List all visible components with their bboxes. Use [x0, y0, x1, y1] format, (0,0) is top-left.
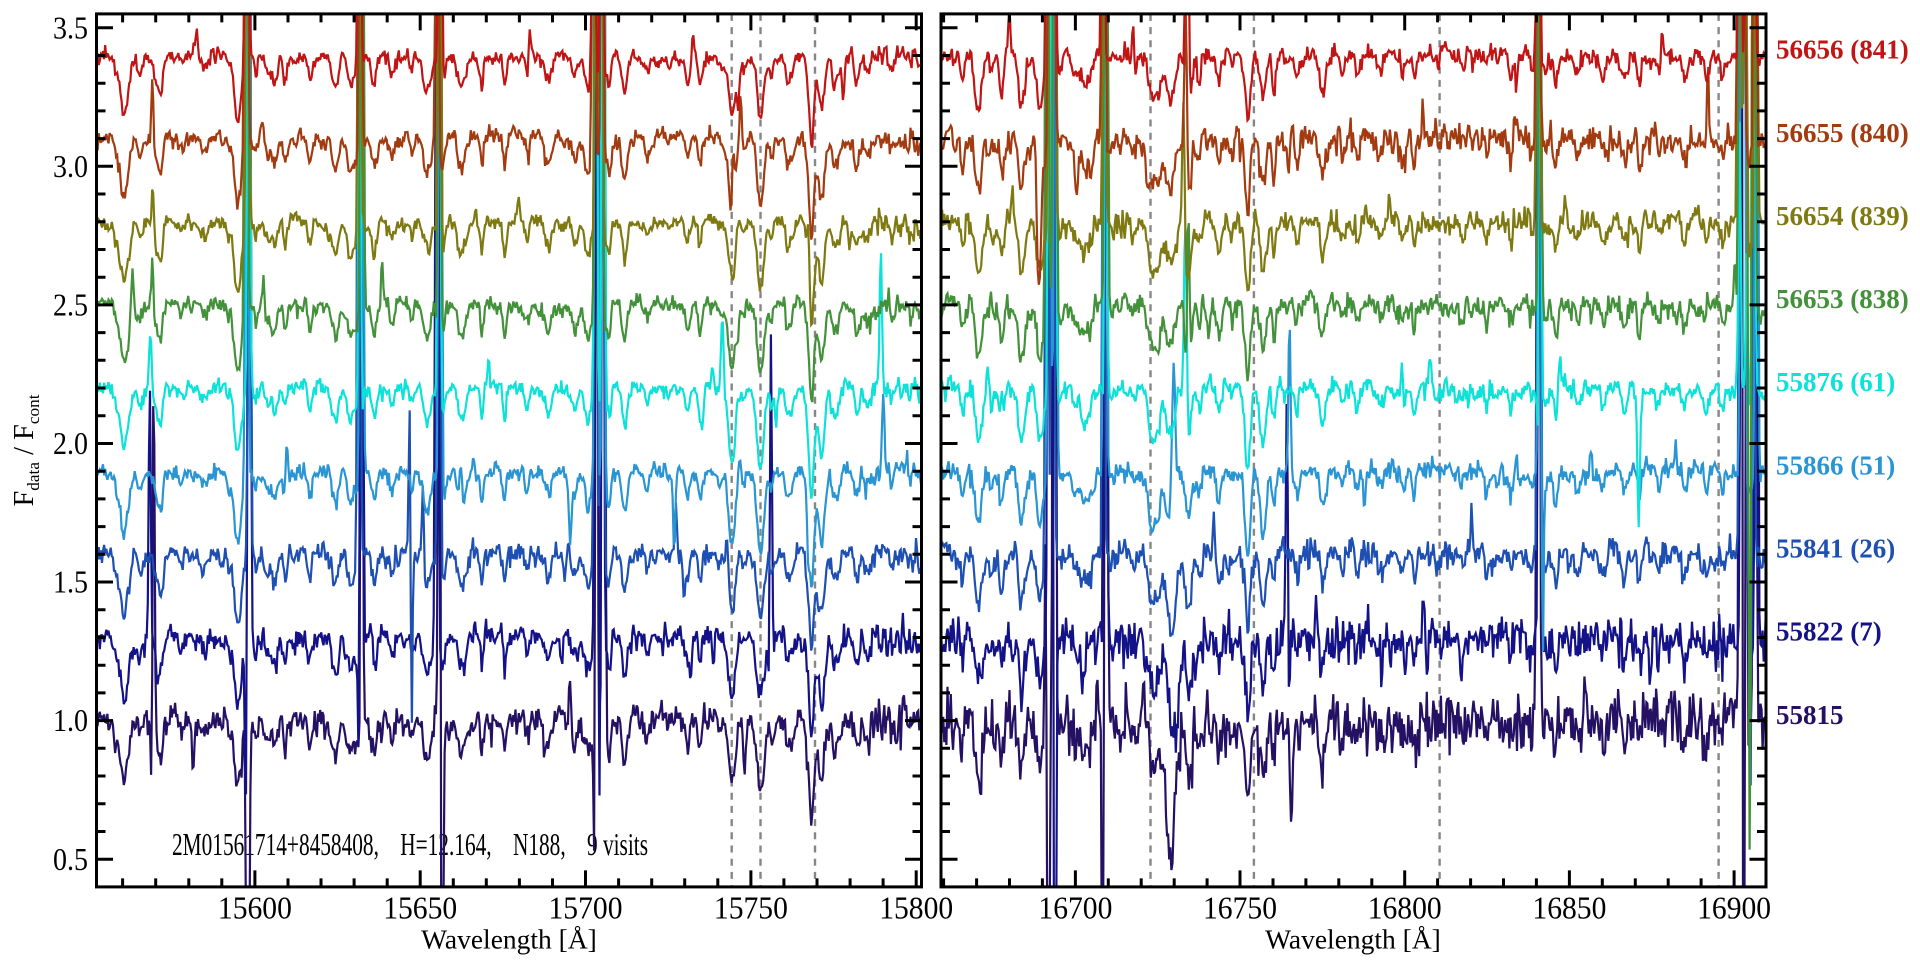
svg-text:56653 (838): 56653 (838): [1776, 284, 1909, 314]
svg-text:16900: 16900: [1697, 890, 1771, 926]
svg-text:15750: 15750: [714, 890, 788, 926]
svg-text:15650: 15650: [383, 890, 457, 926]
svg-text:2.0: 2.0: [53, 425, 88, 461]
svg-text:2.5: 2.5: [53, 287, 88, 323]
svg-text:56654 (839): 56654 (839): [1776, 201, 1909, 231]
svg-text:16750: 16750: [1203, 890, 1277, 926]
svg-text:16850: 16850: [1532, 890, 1606, 926]
svg-text:2M01561714+8458408, H=12.164,: 2M01561714+8458408, H=12.164, N188, 9 vi…: [172, 826, 648, 862]
svg-text:Wavelength [Å]: Wavelength [Å]: [1265, 924, 1441, 955]
svg-text:1.0: 1.0: [53, 702, 88, 738]
svg-text:55876 (61): 55876 (61): [1776, 367, 1895, 397]
svg-text:0.5: 0.5: [53, 841, 88, 877]
svg-text:Wavelength [Å]: Wavelength [Å]: [421, 924, 597, 955]
svg-text:56655 (840): 56655 (840): [1776, 118, 1909, 148]
svg-text:15800: 15800: [879, 890, 953, 926]
svg-text:55815: 55815: [1776, 700, 1844, 730]
svg-text:3.5: 3.5: [53, 9, 88, 45]
svg-text:55841 (26): 55841 (26): [1776, 534, 1895, 564]
svg-text:3.0: 3.0: [53, 148, 88, 184]
svg-text:15700: 15700: [549, 890, 623, 926]
svg-text:56656 (841): 56656 (841): [1776, 35, 1909, 65]
svg-text:16800: 16800: [1368, 890, 1442, 926]
svg-text:15600: 15600: [218, 890, 292, 926]
svg-text:16700: 16700: [1038, 890, 1112, 926]
svg-text:55822 (7): 55822 (7): [1776, 617, 1882, 647]
svg-text:1.5: 1.5: [53, 564, 88, 600]
svg-text:55866 (51): 55866 (51): [1776, 450, 1895, 480]
